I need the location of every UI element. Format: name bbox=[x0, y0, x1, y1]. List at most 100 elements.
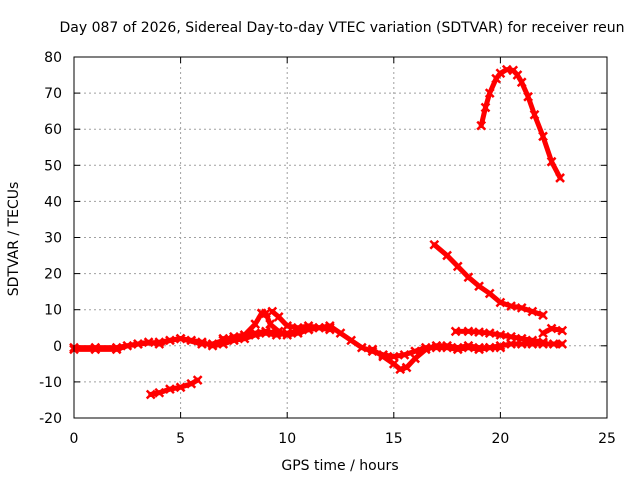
data-point bbox=[463, 272, 474, 283]
data-point bbox=[484, 342, 495, 353]
data-series bbox=[69, 64, 568, 400]
data-point bbox=[548, 339, 559, 349]
y-tick-label: 50 bbox=[44, 158, 62, 174]
data-point bbox=[260, 308, 271, 319]
y-tick-label: 60 bbox=[44, 122, 62, 138]
data-point bbox=[197, 339, 207, 349]
x-axis-label: GPS time / hours bbox=[281, 458, 398, 474]
data-point bbox=[401, 362, 412, 373]
data-point bbox=[527, 306, 538, 317]
data-point bbox=[495, 297, 506, 308]
y-axis-label: SDTVAR / TECUs bbox=[6, 182, 22, 297]
data-point bbox=[516, 77, 527, 88]
y-tick-label: -20 bbox=[39, 411, 62, 427]
data-point bbox=[282, 330, 293, 340]
data-point bbox=[442, 250, 452, 261]
data-point bbox=[260, 326, 271, 337]
data-point bbox=[474, 281, 484, 292]
data-point bbox=[452, 261, 463, 272]
data-point bbox=[474, 342, 484, 353]
y-tick-label: 40 bbox=[44, 194, 62, 210]
data-point bbox=[442, 340, 452, 351]
data-point bbox=[557, 325, 568, 336]
x-tick-label: 25 bbox=[598, 431, 616, 447]
y-tick-label: 10 bbox=[44, 303, 62, 319]
data-point bbox=[175, 382, 186, 393]
data-point bbox=[538, 310, 548, 320]
data-point bbox=[512, 70, 523, 80]
data-point bbox=[145, 389, 156, 400]
data-point bbox=[229, 333, 239, 344]
data-point bbox=[250, 328, 261, 339]
data-point bbox=[165, 384, 175, 395]
data-point bbox=[484, 288, 495, 299]
data-point bbox=[292, 322, 303, 333]
data-point bbox=[429, 239, 440, 250]
data-point bbox=[154, 337, 165, 348]
data-point bbox=[506, 339, 516, 349]
data-point bbox=[506, 301, 516, 311]
data-point bbox=[367, 344, 378, 355]
data-point bbox=[557, 339, 568, 349]
data-point bbox=[474, 327, 484, 337]
y-tick-label: 80 bbox=[44, 50, 62, 66]
data-point bbox=[529, 109, 540, 120]
y-tick-label: 30 bbox=[44, 231, 62, 247]
plot-frame bbox=[73, 56, 608, 419]
data-point bbox=[111, 342, 122, 353]
data-point bbox=[484, 88, 495, 98]
data-point bbox=[546, 323, 557, 334]
y-tick-label: 0 bbox=[53, 339, 62, 355]
data-point bbox=[324, 324, 335, 335]
data-point bbox=[476, 120, 487, 131]
x-tick-label: 10 bbox=[278, 431, 296, 447]
data-point bbox=[314, 322, 325, 333]
data-point bbox=[273, 312, 284, 322]
data-point bbox=[450, 326, 461, 337]
data-point bbox=[90, 342, 101, 353]
data-point bbox=[410, 353, 421, 364]
data-point bbox=[303, 321, 314, 331]
data-point bbox=[555, 173, 565, 183]
data-point bbox=[495, 340, 506, 351]
x-tick-label: 20 bbox=[491, 431, 509, 447]
data-point bbox=[463, 340, 474, 351]
data-point bbox=[186, 378, 197, 389]
data-point bbox=[516, 303, 527, 313]
data-point bbox=[538, 337, 548, 348]
data-point bbox=[335, 328, 346, 339]
data-point bbox=[356, 342, 367, 353]
data-point bbox=[250, 319, 261, 330]
data-point bbox=[207, 339, 218, 349]
data-point bbox=[239, 330, 250, 340]
x-tick-label: 15 bbox=[385, 431, 403, 447]
data-point bbox=[133, 339, 143, 349]
data-point bbox=[175, 333, 186, 344]
y-tick-label: 20 bbox=[44, 267, 62, 283]
data-point bbox=[192, 375, 203, 385]
data-point bbox=[538, 328, 548, 339]
data-point bbox=[395, 364, 406, 375]
data-point bbox=[399, 349, 410, 360]
data-point bbox=[480, 102, 491, 113]
chart-title: Day 087 of 2026, Sidereal Day-to-day VTE… bbox=[59, 20, 624, 36]
data-point bbox=[378, 351, 389, 362]
x-tick-label: 0 bbox=[70, 431, 79, 447]
data-point bbox=[527, 335, 538, 346]
data-point bbox=[495, 68, 506, 79]
grid-lines bbox=[74, 57, 607, 418]
data-point bbox=[523, 91, 533, 102]
data-point bbox=[154, 387, 165, 398]
data-point bbox=[265, 319, 276, 330]
data-point bbox=[495, 330, 506, 340]
data-point bbox=[346, 335, 357, 346]
data-point bbox=[420, 344, 431, 355]
y-tick-label: -10 bbox=[39, 375, 62, 391]
data-point bbox=[452, 342, 463, 353]
data-point bbox=[506, 331, 516, 342]
data-point bbox=[484, 328, 495, 339]
data-point bbox=[273, 326, 284, 337]
x-tick-label: 5 bbox=[176, 431, 185, 447]
